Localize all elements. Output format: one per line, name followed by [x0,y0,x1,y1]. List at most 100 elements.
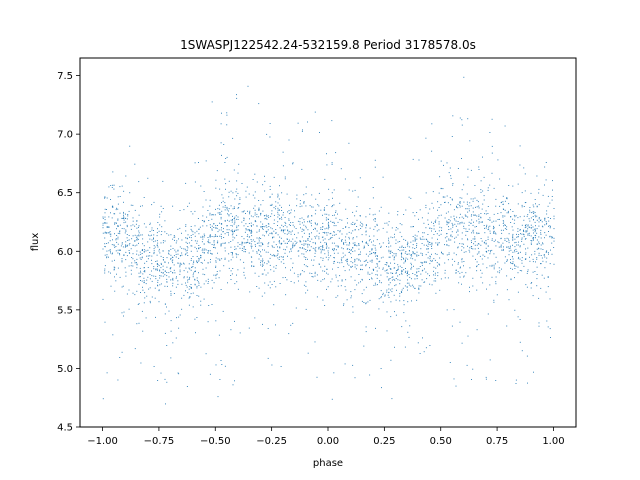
data-point [363,302,365,303]
data-point [400,291,402,293]
data-point [277,250,279,252]
data-point [540,248,542,250]
data-point [545,234,547,236]
data-point [264,226,266,228]
data-point [200,304,202,306]
data-point [312,242,314,244]
data-point [290,225,291,226]
data-point [365,230,367,232]
data-point [510,259,511,260]
data-point [345,226,347,228]
data-point [504,238,506,240]
data-point [142,330,144,332]
data-point [104,222,106,223]
data-point [360,221,362,223]
data-point [487,257,489,259]
data-point [457,223,459,225]
data-point [412,240,414,242]
data-point [553,228,555,230]
data-point [201,220,203,221]
data-point [225,158,227,159]
data-point [358,243,360,245]
data-point [266,215,268,217]
data-point [186,252,188,254]
data-point [390,245,392,247]
data-point [463,275,465,277]
data-point [186,242,188,244]
data-point [232,215,233,217]
data-point [481,240,483,242]
data-point [472,255,474,257]
data-point [479,255,481,257]
data-point [507,210,509,212]
data-point [163,259,164,261]
data-point [258,258,260,260]
data-point [442,196,444,198]
data-point [491,118,493,120]
data-point [198,247,200,249]
data-point [538,188,540,190]
data-point [157,281,159,283]
data-point [235,218,237,220]
data-point [287,230,289,232]
data-point [431,253,432,255]
data-point [552,189,553,191]
data-point [354,377,356,379]
data-point [373,284,375,286]
data-point [476,233,478,235]
data-point [337,267,339,268]
data-point [404,259,406,261]
data-point [454,237,456,239]
data-point [228,210,229,212]
data-point [502,201,504,203]
data-point [337,295,339,297]
data-point [237,216,239,218]
data-point [294,233,295,235]
data-point [493,220,495,222]
data-point [546,210,548,212]
data-point [345,279,347,281]
data-point [144,249,146,251]
data-point [243,248,245,250]
data-point [459,267,461,269]
data-point [435,219,437,221]
data-point [153,245,155,247]
data-point [140,205,141,207]
data-point [446,309,448,311]
data-point [480,189,482,191]
data-point [429,258,431,260]
data-point [474,241,476,243]
data-point [360,281,361,283]
data-point [523,229,524,231]
data-point [192,213,194,215]
data-point [211,218,213,220]
data-point [453,252,455,254]
data-point [307,229,309,231]
data-point [376,230,378,232]
data-point [484,232,486,234]
data-point [547,217,549,218]
data-point [440,278,442,280]
data-point [512,251,514,253]
data-point [532,237,534,239]
data-point [343,266,345,268]
data-point [485,251,487,252]
data-point [282,226,284,228]
data-point [226,207,228,209]
data-point [236,256,238,258]
data-point [237,245,239,247]
data-point [224,242,226,244]
data-point [181,252,183,254]
data-point [284,217,286,218]
data-point [177,250,179,252]
data-point [397,279,399,281]
data-point [543,277,545,279]
data-point [401,245,403,247]
data-point [333,231,335,233]
data-point [449,362,451,363]
data-point [414,234,416,236]
data-point [317,223,318,225]
data-point [131,238,133,240]
data-point [412,273,414,274]
data-point [153,253,155,255]
